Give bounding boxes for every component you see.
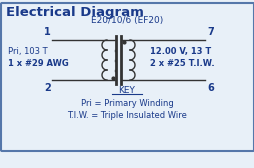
Text: 1: 1 xyxy=(44,27,51,37)
Text: 1 x #29 AWG: 1 x #29 AWG xyxy=(8,58,69,68)
Text: 2: 2 xyxy=(44,83,51,93)
Text: 6: 6 xyxy=(206,83,213,93)
Text: Pri = Primary Winding: Pri = Primary Winding xyxy=(80,98,173,108)
FancyBboxPatch shape xyxy=(1,3,253,151)
Text: KEY: KEY xyxy=(118,86,135,95)
Text: T.I.W. = Triple Insulated Wire: T.I.W. = Triple Insulated Wire xyxy=(67,112,186,120)
Text: 12.00 V, 13 T: 12.00 V, 13 T xyxy=(149,47,210,55)
Text: Electrical Diagram: Electrical Diagram xyxy=(6,6,143,19)
Text: 2 x #25 T.I.W.: 2 x #25 T.I.W. xyxy=(149,58,214,68)
Text: Pri, 103 T: Pri, 103 T xyxy=(8,47,47,55)
Text: 7: 7 xyxy=(206,27,213,37)
Text: E20/10/6 (EF20): E20/10/6 (EF20) xyxy=(90,15,163,25)
